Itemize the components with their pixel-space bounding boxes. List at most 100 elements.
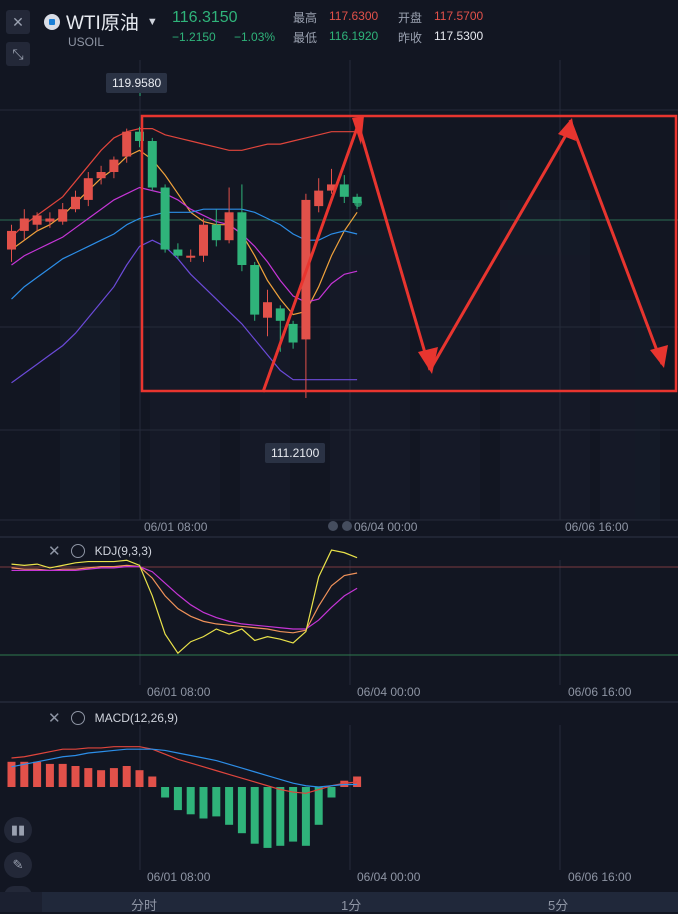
macd-line	[11, 748, 358, 788]
quote-header: ✕ ⤡ WTI原油 ▼ USOIL 116.3150 −1.2150 −1.03…	[0, 0, 678, 66]
overlay-rectangle	[140, 114, 678, 393]
x-tick-label: 06/06 16:00	[565, 520, 629, 534]
overlay-arrow-up	[261, 127, 359, 393]
candle-body	[122, 131, 132, 157]
candle-body	[224, 212, 234, 241]
high-value: 117.6300	[329, 9, 379, 23]
macd-bar	[135, 770, 144, 787]
candle-body	[314, 190, 324, 207]
macd-bar	[20, 761, 29, 787]
kdj-lines	[11, 549, 358, 655]
candle-body	[45, 218, 55, 222]
open-label: 开盘	[398, 11, 423, 25]
collapse-icon[interactable]: ⤡	[6, 42, 30, 66]
macd-bar	[353, 776, 362, 787]
overlay-arrow-up	[428, 127, 572, 371]
candle-body	[327, 184, 336, 191]
ma-line	[11, 186, 358, 303]
candle-body	[160, 187, 170, 250]
candle-body	[288, 323, 298, 343]
low-label: 最低	[293, 31, 318, 45]
ma-line	[11, 208, 358, 300]
gear-icon[interactable]	[70, 544, 85, 558]
overlay-arrow-down	[355, 119, 432, 371]
kdj-line	[11, 564, 358, 634]
prev-close-value: 117.5300	[434, 29, 484, 43]
macd-bar	[173, 787, 182, 811]
scroll-handle-dot	[342, 521, 352, 531]
candle-body	[32, 215, 42, 225]
instrument-logo-icon	[44, 13, 60, 30]
min-price-tag: 111.2100	[265, 443, 326, 463]
close-indicator-icon[interactable]: ✕	[48, 543, 61, 560]
skyline-building	[60, 300, 120, 520]
overlay-arrow-down	[568, 119, 664, 365]
x-tick-label: 06/04 00:00	[354, 520, 418, 534]
candle-style-icon[interactable]: ▮▮	[4, 817, 32, 843]
macd-bar	[237, 787, 246, 834]
high-label: 最高	[293, 11, 318, 25]
prev-close-label: 昨收	[398, 31, 423, 45]
period-tabs	[42, 892, 678, 912]
price-change-pct: −1.03%	[234, 30, 276, 44]
macd-title: MACD(12,26,9)	[94, 711, 178, 725]
candle-body	[275, 308, 285, 321]
pencil-icon[interactable]: ✎	[4, 852, 32, 878]
candle-body	[7, 230, 16, 250]
candle-body	[147, 141, 157, 188]
arrowhead	[418, 347, 438, 374]
open-value: 117.5700	[434, 9, 484, 23]
candle-body	[58, 209, 68, 222]
gear-icon[interactable]	[70, 711, 85, 725]
macd-bar	[122, 766, 131, 787]
skyline-building	[500, 200, 590, 520]
candle-body	[109, 159, 119, 173]
macd-bar	[148, 776, 157, 787]
macd-bar	[186, 787, 195, 815]
macd-bar	[340, 780, 349, 787]
macd-bar	[250, 787, 259, 844]
x-tick-label: 06/01 08:00	[147, 685, 211, 699]
arrowhead	[650, 345, 668, 368]
macd-bar	[58, 763, 67, 787]
arrowhead	[558, 118, 576, 141]
macd-bar	[109, 768, 118, 787]
x-tick-label: 06/01 08:00	[147, 870, 211, 884]
instrument-symbol: USOIL	[68, 35, 105, 49]
chevron-down-icon[interactable]: ▼	[146, 15, 158, 28]
x-tick-label: 06/04 00:00	[357, 685, 421, 699]
skyline-building	[600, 300, 660, 520]
macd-bar	[276, 787, 285, 846]
candle-body	[71, 196, 80, 210]
macd-bar	[33, 761, 42, 787]
drawing-overlay	[140, 114, 678, 393]
close-indicator-icon[interactable]: ✕	[48, 710, 61, 727]
ma-line	[11, 149, 358, 316]
macd-bar	[212, 787, 221, 817]
candle-body	[199, 224, 208, 256]
macd-bar	[263, 787, 272, 848]
period-bar: 分时 1分 5分	[0, 892, 678, 913]
max-price-tag: 119.9580	[106, 73, 168, 93]
background-skyline	[60, 200, 660, 520]
kdj-header: ✕ KDJ(9,3,3)	[48, 542, 152, 560]
instrument-title[interactable]: WTI原油 ▼	[44, 8, 158, 35]
macd-bar	[199, 787, 208, 819]
macd-line	[11, 746, 358, 794]
macd-bar	[84, 768, 93, 787]
ma-line	[11, 128, 358, 238]
candle-body	[173, 249, 183, 256]
macd-bar	[97, 770, 106, 787]
price-change: −1.2150	[172, 30, 216, 44]
x-tick-label: 06/06 16:00	[568, 685, 632, 699]
period-tab-timeshare[interactable]: 分时	[131, 898, 158, 913]
macd-bar	[45, 763, 54, 787]
kdj-line	[11, 566, 358, 630]
close-icon[interactable]: ✕	[6, 10, 30, 34]
moving-averages	[11, 128, 358, 384]
period-tab-1min[interactable]: 1分	[341, 898, 362, 913]
arrowhead	[352, 116, 364, 145]
period-tab-5min[interactable]: 5分	[548, 898, 569, 913]
